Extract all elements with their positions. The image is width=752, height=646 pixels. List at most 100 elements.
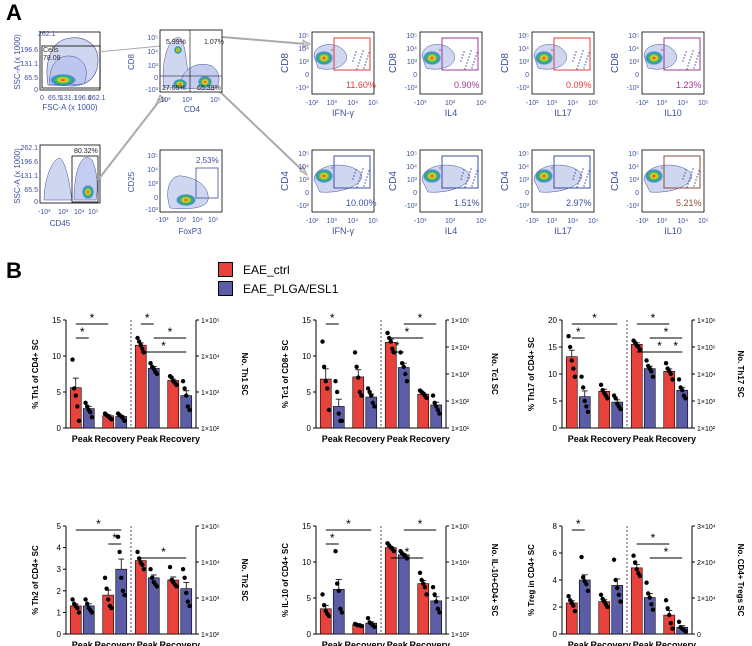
panel-a-label: A <box>6 0 22 25</box>
cyto-xtick: -10² <box>526 100 539 107</box>
cyto-event-dot <box>439 167 441 169</box>
cyto-event-dot <box>686 186 688 188</box>
chart-point <box>174 584 179 589</box>
chart-point <box>401 364 406 369</box>
cyto-event-dot <box>352 178 354 180</box>
chart-point <box>572 608 578 614</box>
chart-point <box>437 411 442 416</box>
chart-bar <box>167 380 180 429</box>
cyto-event-dot <box>582 168 584 170</box>
cyto-event-dot <box>578 180 580 182</box>
cyto-ytick: 0 <box>305 190 309 197</box>
legend: EAE_ctrl EAE_PLGA/ESL1 <box>218 262 338 296</box>
cyto-plot-1: 0.90% 10⁵ 10⁴ 10³ 0 -10³ -10³ 10³ 10⁴ IL4 CD8 <box>388 31 487 118</box>
chart-sig-star: * <box>80 325 85 339</box>
chart-point <box>615 585 620 591</box>
cyto-event-dot <box>574 172 576 174</box>
chart-point <box>667 612 672 618</box>
chart-point <box>71 386 77 391</box>
chart-point <box>354 364 359 369</box>
cyto-density <box>315 51 333 65</box>
cyto-event-dot <box>682 178 684 180</box>
chart-y2tick: 1×10⁵ <box>201 318 220 325</box>
cyto-ytick: 10⁴ <box>406 46 417 53</box>
cyto-event-dot <box>363 185 365 187</box>
chart-point <box>618 599 623 604</box>
chart-y2tick: 1×10⁵ <box>201 524 220 531</box>
chart-sig-star: * <box>418 517 423 531</box>
cyto-xtick: -10² <box>306 218 319 225</box>
cyto-event-dot <box>331 167 333 169</box>
chart-ytick: 5 <box>57 388 62 397</box>
cyto-xlabel: IFN-γ <box>332 226 354 236</box>
chart-y2tick: 1×10² <box>201 632 220 639</box>
cyto-event-dot <box>580 56 582 58</box>
cyto-xtick: 10⁵ <box>588 218 599 225</box>
chart-ytick: 0 <box>57 630 62 639</box>
chart-point <box>644 358 649 363</box>
cells-ytick-4: 0 <box>34 87 38 94</box>
cyto-density <box>315 169 333 183</box>
cyto-xtick: 10⁵ <box>368 100 379 107</box>
cyto-event-dot <box>697 173 699 175</box>
chart-point <box>435 606 441 611</box>
chart-bar <box>417 583 430 635</box>
cyto-event-dot <box>364 182 366 184</box>
cyto-event-dot <box>362 50 364 52</box>
cyto-event-dot <box>695 179 697 181</box>
chart-point <box>435 407 441 413</box>
chart-point <box>104 586 109 591</box>
chart-point <box>644 580 649 585</box>
cells-plot: 262.1 196.6 131.1 65.5 0 0 65.5 131.1 19… <box>13 31 106 112</box>
chart-category-label: Peak <box>137 434 159 444</box>
cyto-event-dot <box>661 167 663 169</box>
chart-point <box>119 575 124 581</box>
cyto-ytick: 10³ <box>299 59 310 66</box>
cyto-event-dot <box>353 57 355 59</box>
cd8-cd4-plot: 5.99% 1.07% 27.55% 65.39% 10⁵ 10⁴ 10³ 0 … <box>127 29 224 114</box>
chart-bar <box>134 344 147 429</box>
cyto-ytick: 10³ <box>519 59 530 66</box>
cyto-event-dot <box>331 49 333 51</box>
chart-category-label: Peak <box>72 434 94 444</box>
cyto-gate <box>441 155 479 189</box>
chart-ylabel2: No. Th1 SC <box>240 353 249 396</box>
cyto-event-dot <box>690 56 692 58</box>
cyto-xtick: 10³ <box>327 100 338 107</box>
cyto-event-dot <box>357 65 359 67</box>
cells-xlabel: FSC-A (x 1000) <box>42 103 97 112</box>
chart-point <box>613 577 618 583</box>
chart-bar <box>384 342 397 429</box>
chart-sig-star: * <box>145 311 150 325</box>
cyto-event-dot <box>367 173 369 175</box>
chart-point <box>637 573 643 579</box>
cyto-event-dot <box>475 173 477 175</box>
cyto-event-dot <box>585 179 587 181</box>
chart-y2tick: 1×10⁵ <box>451 318 470 325</box>
cd8-cd4-q-lr: 65.39% <box>197 85 221 92</box>
chart-y2tick: 1×10⁴ <box>201 560 220 567</box>
cyto-plot-0: 11.60% 10⁵ 10⁴ 10³ 0 -10⁴ -10² 10³ 10⁴ 10⁵ IFN-γ CD… <box>280 31 379 118</box>
chart-point <box>419 577 424 583</box>
cyto-xlabel: IL17 <box>554 226 572 236</box>
cd45-ytick-2: 131.1 <box>20 173 38 180</box>
cyto-event-dot <box>464 186 466 188</box>
chart-ytick: 0 <box>57 424 62 433</box>
cd45-plot: 262.1 196.6 131.1 65.5 0 -10³ 10³ 10⁴ 10… <box>13 144 101 228</box>
chart-point <box>148 567 153 572</box>
cyto-gate-value: 1.23% <box>676 80 702 90</box>
cyto-plot-5: 1.51% 10⁵ 10⁴ 10³ 0 -10³ -10³ 10³ 10⁴ IL4 CD4 <box>388 149 487 236</box>
cd8-cd4-q-ur: 1.07% <box>204 39 224 46</box>
chart-point <box>321 603 327 608</box>
chart-point <box>680 388 685 393</box>
chart-point <box>174 382 179 387</box>
treg-ytick-0: 10⁵ <box>147 153 158 160</box>
cyto-xlabel: IL4 <box>445 108 458 118</box>
chart-point <box>432 592 437 597</box>
cyto-ylabel: CD8 <box>388 53 399 73</box>
cyto-plot-7: 5.21% 10⁵ 10⁴ 10³ 0 -10³ -10² 10³ 10⁴ 10⁵ IL10 CD4 <box>610 149 709 236</box>
treg-ytick-2: 10³ <box>148 181 159 188</box>
chart-point <box>76 418 82 423</box>
chart-category-label: Recovery <box>590 640 631 646</box>
